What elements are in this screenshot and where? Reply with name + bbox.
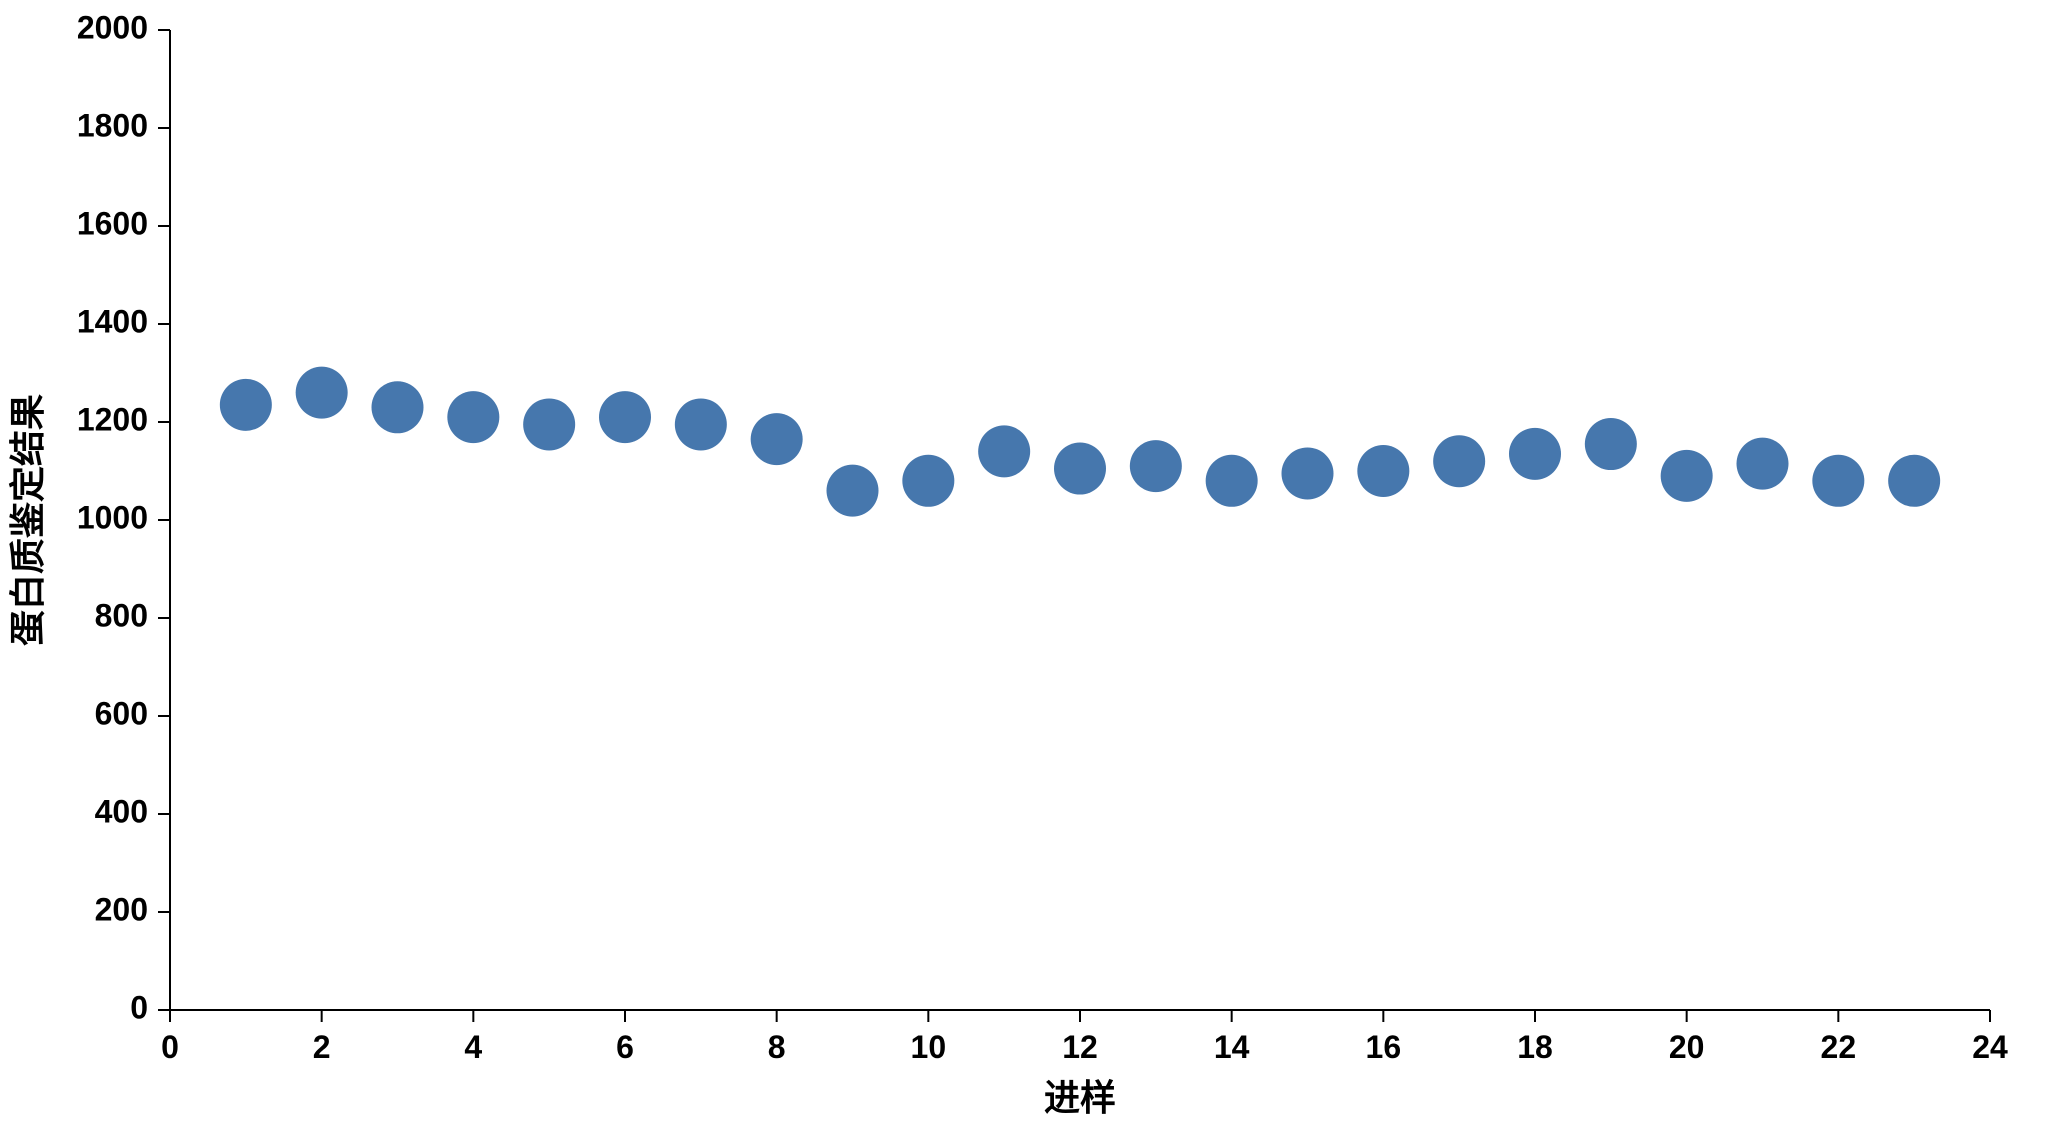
data-point xyxy=(372,381,424,433)
x-tick-label: 4 xyxy=(464,1029,482,1065)
x-tick-label: 16 xyxy=(1366,1029,1402,1065)
data-point xyxy=(447,391,499,443)
x-tick-label: 2 xyxy=(313,1029,331,1065)
y-tick-label: 1200 xyxy=(77,401,148,437)
data-point xyxy=(1661,450,1713,502)
x-tick-label: 22 xyxy=(1821,1029,1857,1065)
data-point xyxy=(1888,455,1940,507)
data-point xyxy=(902,455,954,507)
data-point xyxy=(220,379,272,431)
x-tick-label: 20 xyxy=(1669,1029,1705,1065)
x-tick-label: 6 xyxy=(616,1029,634,1065)
data-point xyxy=(523,398,575,450)
x-tick-label: 18 xyxy=(1517,1029,1553,1065)
data-point xyxy=(1130,440,1182,492)
data-point xyxy=(599,391,651,443)
data-point xyxy=(978,425,1030,477)
y-tick-label: 400 xyxy=(95,793,148,829)
y-tick-label: 1400 xyxy=(77,303,148,339)
x-tick-label: 14 xyxy=(1214,1029,1250,1065)
chart-svg: 0200400600800100012001400160018002000024… xyxy=(0,0,2048,1126)
y-tick-label: 0 xyxy=(130,989,148,1025)
data-point xyxy=(296,367,348,419)
data-point xyxy=(827,465,879,517)
x-tick-label: 24 xyxy=(1972,1029,2008,1065)
y-tick-label: 1800 xyxy=(77,107,148,143)
data-point xyxy=(751,413,803,465)
x-tick-label: 8 xyxy=(768,1029,786,1065)
data-point xyxy=(1357,445,1409,497)
y-tick-label: 1000 xyxy=(77,499,148,535)
data-point xyxy=(675,398,727,450)
data-point xyxy=(1206,455,1258,507)
x-tick-label: 12 xyxy=(1062,1029,1098,1065)
x-axis-title: 进样 xyxy=(1044,1077,1116,1118)
y-tick-label: 800 xyxy=(95,597,148,633)
data-point xyxy=(1433,435,1485,487)
y-tick-label: 1600 xyxy=(77,205,148,241)
scatter-chart: 0200400600800100012001400160018002000024… xyxy=(0,0,2048,1126)
data-point xyxy=(1585,418,1637,470)
data-point xyxy=(1737,438,1789,490)
data-point xyxy=(1282,447,1334,499)
data-point xyxy=(1812,455,1864,507)
x-tick-label: 10 xyxy=(911,1029,947,1065)
y-tick-label: 600 xyxy=(95,695,148,731)
x-tick-label: 0 xyxy=(161,1029,179,1065)
data-point xyxy=(1509,428,1561,480)
y-tick-label: 200 xyxy=(95,891,148,927)
y-tick-label: 2000 xyxy=(77,9,148,45)
data-point xyxy=(1054,443,1106,495)
y-axis-title: 蛋白质鉴定结果 xyxy=(7,394,48,646)
